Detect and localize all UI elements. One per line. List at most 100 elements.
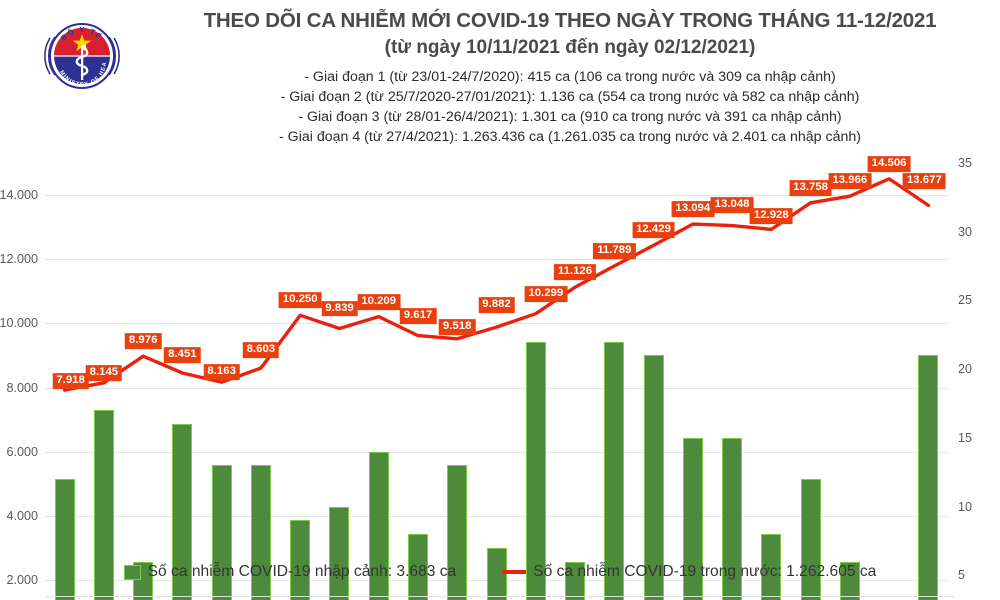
bar-slot[interactable]: 8 — [398, 163, 437, 600]
legend-imported-label: Số ca nhiễm COVID-19 nhập cảnh: 3.683 ca — [147, 563, 457, 580]
line-value-label: 8.451 — [164, 347, 201, 363]
right-axis-tick-label: 20 — [958, 362, 973, 377]
left-axis-tick-label: 4.000 — [6, 508, 38, 523]
bar-slot[interactable]: 22 — [595, 163, 634, 600]
bar-slot[interactable]: 10 — [320, 163, 359, 600]
bar[interactable] — [290, 520, 311, 600]
left-axis-tick-label: 14.000 — [0, 188, 38, 203]
line-value-label: 11.126 — [553, 264, 597, 281]
chart-legend: Số ca nhiễm COVID-19 nhập cảnh: 3.683 ca… — [0, 563, 1000, 581]
phase-line: - Giai đoạn 4 (từ 27/4/2021): 1.263.436 … — [279, 129, 861, 146]
bar[interactable] — [329, 506, 350, 600]
right-axis-tick-label: 5 — [958, 568, 966, 583]
phase-line: - Giai đoạn 2 (từ 25/7/2020-27/01/2021):… — [280, 88, 860, 105]
phase-line: - Giai đoạn 1 (từ 23/01-24/7/2020): 415 … — [304, 68, 836, 85]
line-value-label: 10.250 — [278, 292, 322, 309]
legend-item-imported: Số ca nhiễm COVID-19 nhập cảnh: 3.683 ca — [123, 563, 457, 581]
phase-line: - Giai đoạn 3 (từ 28/01-26/4/2021): 1.30… — [298, 109, 842, 126]
phase-summary-list: - Giai đoạn 1 (từ 23/01-24/7/2020): 415 … — [150, 67, 990, 148]
bar[interactable] — [565, 561, 586, 600]
bar[interactable] — [368, 451, 389, 600]
bar[interactable] — [447, 465, 468, 600]
line-value-label: 13.966 — [828, 173, 872, 190]
bar[interactable] — [54, 479, 75, 600]
line-value-label: 13.048 — [710, 196, 754, 213]
bar-slot[interactable]: 14 — [359, 163, 398, 600]
bar-slot[interactable]: 7 — [477, 163, 516, 600]
bar[interactable] — [407, 534, 428, 600]
left-axis-tick-label: 6.000 — [6, 444, 38, 459]
line-value-label: 9.518 — [438, 318, 476, 335]
gridline — [45, 451, 948, 453]
bar[interactable] — [682, 437, 703, 600]
legend-item-domestic: Số ca nhiễm COVID-19 trong nước: 1.262.6… — [502, 563, 876, 581]
line-value-label: 8.603 — [242, 342, 280, 359]
bar[interactable] — [250, 465, 271, 600]
line-value-label: 12.429 — [632, 222, 675, 239]
page-title: THEO DÕI CA NHIỄM MỚI COVID-19 THEO NGÀY… — [203, 9, 937, 32]
bar[interactable] — [604, 341, 625, 600]
right-axis-tick-label: 35 — [958, 156, 973, 170]
bar[interactable] — [839, 561, 860, 600]
legend-divider — [45, 596, 955, 597]
line-value-label: 9.839 — [321, 300, 358, 317]
line-value-label: 8.163 — [203, 364, 240, 381]
chart-plot-area: 2.000 4.000 6.000 8.000 10.000 12.000 14.000 5… — [0, 155, 972, 600]
line-value-label: 13.677 — [902, 173, 946, 190]
line-value-label: 9.882 — [478, 297, 515, 314]
ministry-of-health-logo: BỘ Y TẾ MINISTRY OF HEALTH — [33, 4, 128, 104]
left-axis-tick-label: 12.000 — [0, 252, 38, 267]
line-value-label: 8.145 — [85, 364, 123, 381]
legend-line-swatch-icon — [502, 570, 527, 574]
bar-slot[interactable]: 6 — [555, 163, 594, 600]
line-value-label: 10.299 — [524, 285, 568, 302]
legend-domestic-label: Số ca nhiễm COVID-19 trong nước: 1.262.6… — [533, 563, 877, 580]
bar-series-imported-cases: 12176161313910148137226222115158126221 — [45, 163, 948, 600]
gridline — [45, 515, 948, 517]
page-header: BỘ Y TẾ MINISTRY OF HEALTH THEO DÕI CA N… — [0, 0, 1000, 152]
bar[interactable] — [172, 424, 193, 600]
bar-slot[interactable]: 6 — [124, 163, 163, 600]
bar-slot[interactable]: 13 — [438, 163, 477, 600]
right-axis-tick-label: 10 — [958, 499, 973, 514]
bar-slot[interactable]: 9 — [281, 163, 320, 600]
line-value-label: 13.758 — [789, 179, 833, 196]
right-axis-tick-label: 25 — [958, 293, 973, 308]
line-value-label: 13.094 — [671, 201, 715, 218]
line-value-label: 11.789 — [593, 243, 636, 259]
left-axis-tick-label: 8.000 — [6, 380, 38, 395]
title-block: THEO DÕI CA NHIỄM MỚI COVID-19 THEO NGÀY… — [150, 8, 990, 147]
page-subtitle: (từ ngày 10/11/2021 đến ngày 02/12/2021) — [384, 37, 756, 59]
line-value-label: 7.918 — [52, 373, 89, 390]
bar-slot[interactable]: 13 — [241, 163, 280, 600]
bar-slot[interactable]: 21 — [909, 163, 948, 600]
bar[interactable] — [761, 534, 782, 600]
line-value-label: 10.209 — [357, 293, 401, 310]
bar-slot[interactable]: 8 — [752, 163, 791, 600]
bar-slot[interactable]: 22 — [516, 163, 555, 600]
bar-slot[interactable]: 12 — [791, 163, 830, 600]
bar[interactable] — [211, 465, 232, 600]
right-axis-tick-label: 15 — [958, 430, 973, 445]
bar-slot[interactable]: 15 — [712, 163, 751, 600]
left-axis-tick-label: 10.000 — [0, 316, 38, 331]
right-axis-tick-label: 30 — [958, 224, 973, 239]
bar-slot[interactable]: 12 — [45, 163, 84, 600]
line-value-label: 14.506 — [867, 155, 911, 172]
bar[interactable] — [525, 341, 546, 600]
left-axis-tick-label: 2.000 — [6, 572, 38, 587]
bar[interactable] — [93, 410, 114, 600]
bar-slot[interactable]: 17 — [84, 163, 123, 600]
covid-daily-cases-chart: 2.000 4.000 6.000 8.000 10.000 12.000 14.000 5… — [0, 150, 1000, 600]
bar-slot[interactable]: 2 — [870, 163, 909, 600]
bar-slot[interactable]: 6 — [830, 163, 869, 600]
legend-bar-swatch-icon — [123, 564, 141, 580]
line-value-label: 9.617 — [399, 307, 437, 324]
logo-emblem-icon: BỘ Y TẾ MINISTRY OF HEALTH — [33, 4, 120, 89]
bar[interactable] — [722, 437, 743, 600]
bar-slot[interactable]: 13 — [202, 163, 241, 600]
bar-slot[interactable]: 16 — [163, 163, 202, 600]
bar[interactable] — [800, 479, 821, 600]
bar-slot[interactable]: 15 — [673, 163, 712, 600]
